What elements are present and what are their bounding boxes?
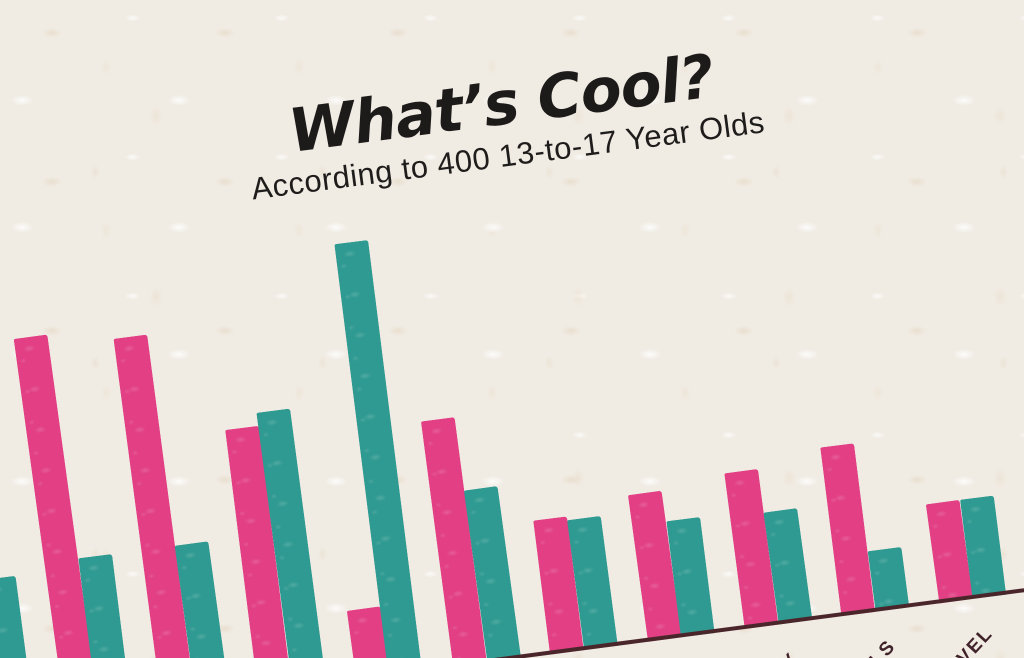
bar-teal-cat4	[334, 239, 423, 658]
bar-pink-cat9	[820, 443, 876, 617]
title-block: What’s Cool? According to 400 13-to-17 Y…	[101, 22, 907, 226]
bar-teal-cat0	[0, 575, 35, 658]
bar-teal-cat9	[867, 546, 910, 612]
x-axis-label-fragment-cat8: Y	[680, 649, 804, 658]
